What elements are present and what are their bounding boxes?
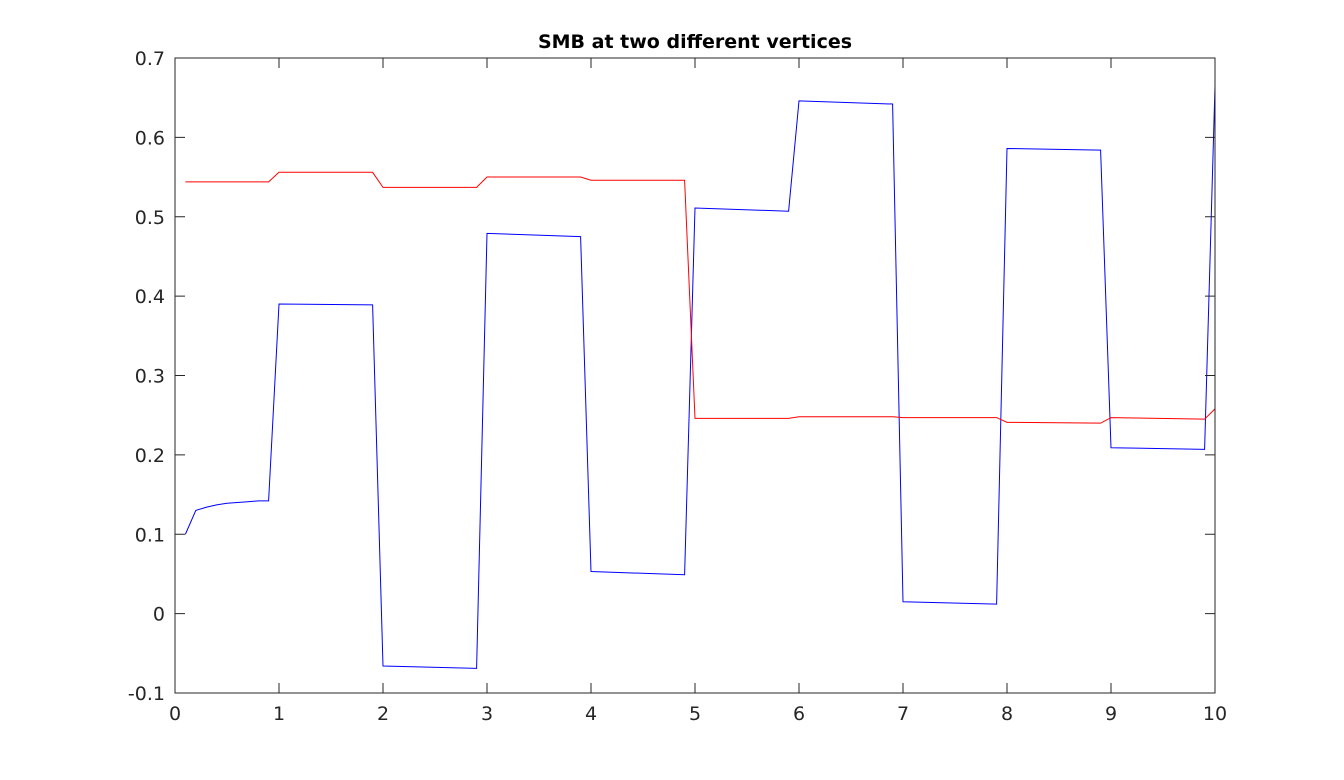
x-tick-label: 9	[1105, 703, 1117, 725]
x-tick-label: 4	[585, 703, 597, 725]
series-layer	[184, 85, 1216, 669]
series-line-1	[184, 85, 1216, 669]
series-line-2	[185, 171, 1216, 424]
y-tick-label: 0.1	[135, 524, 165, 546]
x-tick-label: 0	[169, 703, 181, 725]
x-tick-label: 3	[481, 703, 493, 725]
x-tick-label: 7	[897, 703, 909, 725]
plot-area-box	[174, 57, 1216, 694]
x-tick-label: 2	[377, 703, 389, 725]
ticks-layer: 0 1 2 3 4 5 6 7 8 9 10-0.100.10.20.30.40.50.60.7	[128, 48, 1227, 725]
y-tick-label: 0.5	[135, 207, 165, 229]
x-tick-label: 5	[689, 703, 701, 725]
y-tick-label: -0.1	[128, 683, 165, 705]
x-tick-label: 10	[1203, 703, 1227, 725]
y-tick-label: 0	[153, 604, 165, 626]
chart-title: SMB at two different vertices	[538, 31, 852, 53]
x-tick-label: 8	[1001, 703, 1013, 725]
x-tick-label: 6	[793, 703, 805, 725]
y-tick-label: 0.4	[135, 286, 165, 308]
y-tick-label: 0.2	[135, 445, 165, 467]
y-tick-label: 0.7	[135, 48, 165, 70]
y-tick-label: 0.6	[135, 127, 165, 149]
y-tick-label: 0.3	[135, 366, 165, 388]
x-tick-label: 1	[273, 703, 285, 725]
